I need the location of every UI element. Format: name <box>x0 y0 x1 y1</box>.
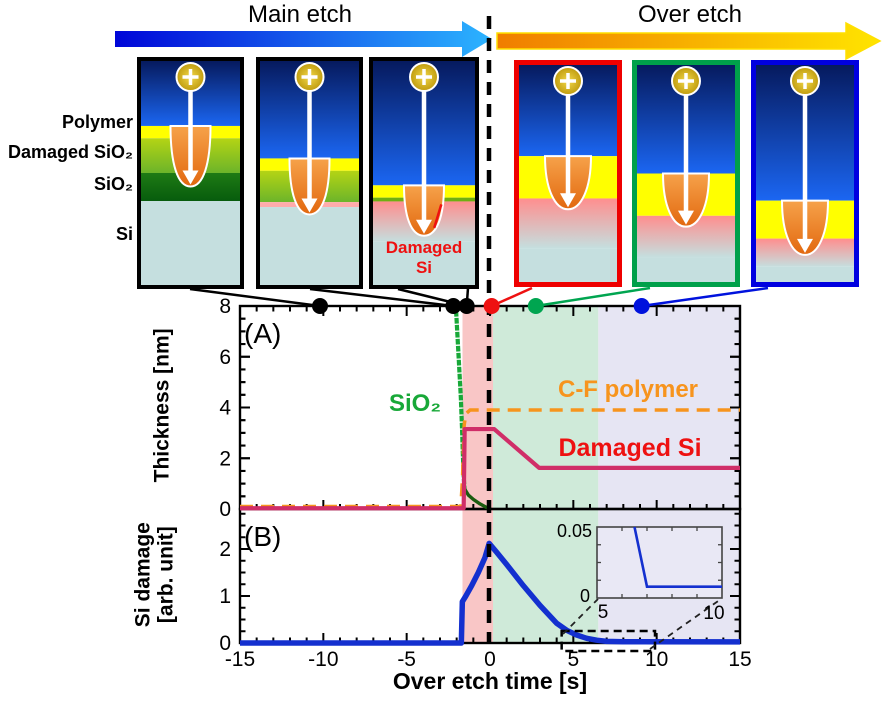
panel-over-etch-mid <box>632 60 740 287</box>
layer-si <box>637 257 735 282</box>
tick-label: 0 <box>484 648 496 671</box>
ion-arrowhead <box>678 210 694 225</box>
tick-label: 6 <box>219 346 231 369</box>
ion-arrowhead <box>301 198 318 213</box>
marker-leader-line <box>189 287 321 308</box>
ion-arrowhead <box>560 193 576 208</box>
inset-y-label: 0.05 <box>557 521 592 541</box>
marker-leader-line <box>641 286 769 308</box>
panel-main-etch-mid <box>256 57 363 289</box>
series-si-damage <box>240 540 741 646</box>
layer-si <box>519 248 617 282</box>
tick-label: 4 <box>219 397 231 420</box>
tick-label: 1 <box>219 585 231 608</box>
panel-border <box>256 57 363 289</box>
layer-si <box>260 207 359 285</box>
tick-label: 10 <box>645 648 668 671</box>
layer-si <box>141 201 240 285</box>
tick-label: 8 <box>219 295 231 318</box>
panel-border <box>751 60 859 287</box>
event-dot <box>527 298 544 314</box>
inset-connector-right <box>649 598 722 650</box>
ion-arrowhead <box>182 170 199 185</box>
event-dot <box>458 298 475 314</box>
inset-y-label: 0 <box>580 586 590 606</box>
inset-x-label: 10 <box>703 603 724 624</box>
panel-border <box>632 60 740 287</box>
ion-arrowhead <box>416 219 432 234</box>
panel-main-etch-early <box>137 57 244 289</box>
panel-over-etch-start <box>514 60 622 287</box>
panel-border <box>137 57 244 289</box>
band-damaged-sio2-etch-band <box>462 306 493 643</box>
inset-x-label: 5 <box>598 602 609 623</box>
inset-si-damage-line <box>633 526 722 588</box>
layer-si <box>756 266 854 282</box>
band-damage-removal-band <box>493 306 599 643</box>
tick-label: 0 <box>219 632 231 655</box>
tick-label: -10 <box>308 648 338 671</box>
event-dot <box>445 298 462 314</box>
inset-connector-left <box>562 598 599 635</box>
event-dot <box>483 298 500 314</box>
tick-label: 5 <box>567 648 579 671</box>
tick-label: 2 <box>219 538 231 561</box>
over-etch-arrow <box>496 21 882 61</box>
marker-leader-line <box>309 287 454 308</box>
panel-main-etch-end <box>369 57 479 289</box>
layer-si <box>373 241 475 285</box>
tick-label: 2 <box>219 447 231 470</box>
annotation-slash <box>433 203 443 229</box>
panel-border <box>369 57 479 289</box>
tick-label: 15 <box>728 648 751 671</box>
tick-label: 0 <box>219 498 231 521</box>
panel-over-etch-late <box>751 60 859 287</box>
event-dot <box>633 298 650 314</box>
main-etch-arrow <box>115 21 492 57</box>
ion-arrowhead <box>797 238 813 253</box>
panel-border <box>514 60 622 287</box>
marker-leader-line <box>535 286 651 308</box>
tick-label: -15 <box>225 648 255 671</box>
zoom-rect <box>560 629 657 653</box>
tick-label: -5 <box>397 648 416 671</box>
event-dot <box>312 298 328 314</box>
series-damaged-si-thickness <box>240 426 740 511</box>
